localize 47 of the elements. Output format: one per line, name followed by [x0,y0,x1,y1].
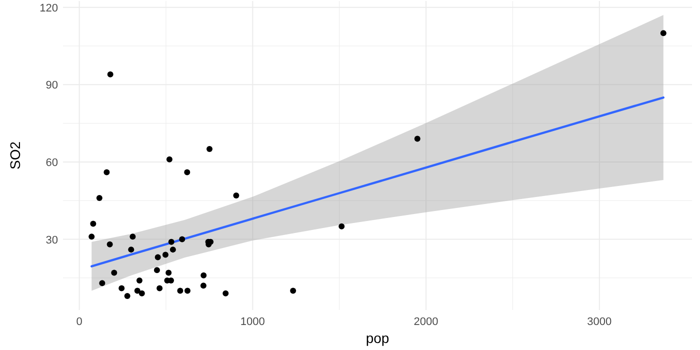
y-axis-title: SO2 [7,141,23,170]
y-tick-label: 30 [46,234,58,246]
x-axis-title: pop [366,330,390,346]
point [233,192,240,198]
point [414,136,420,142]
point [104,169,110,176]
point [290,288,296,294]
point [154,254,161,260]
x-tick-label: 3000 [587,316,612,328]
point [90,220,96,227]
point [222,290,229,296]
point [179,236,186,242]
y-tick-label: 60 [46,156,58,169]
point [200,272,207,278]
point [107,71,114,78]
point [134,288,140,294]
point [106,241,113,248]
point [177,288,184,294]
x-tick-label: 2000 [414,316,438,328]
point [111,270,118,276]
point [124,292,130,299]
point [184,288,190,294]
y-tick-label: 90 [46,80,58,92]
point [162,252,168,258]
point [660,30,666,36]
point [138,290,145,296]
point [166,156,172,162]
point [338,223,345,230]
point [170,246,176,253]
point [184,169,190,176]
point [200,282,206,289]
line-series [90,96,664,268]
x-tick-label: 0 [76,316,82,328]
point [166,270,172,276]
point [88,234,95,240]
point [130,234,136,240]
x-tick-label: 1000 [240,316,265,328]
point [118,285,125,292]
point [136,277,142,284]
y-tick-label: 120 [40,2,58,14]
point [168,238,174,245]
point [128,246,134,253]
point [206,146,212,152]
point [96,195,102,202]
point [154,267,160,274]
point [99,280,106,286]
point [156,285,163,292]
